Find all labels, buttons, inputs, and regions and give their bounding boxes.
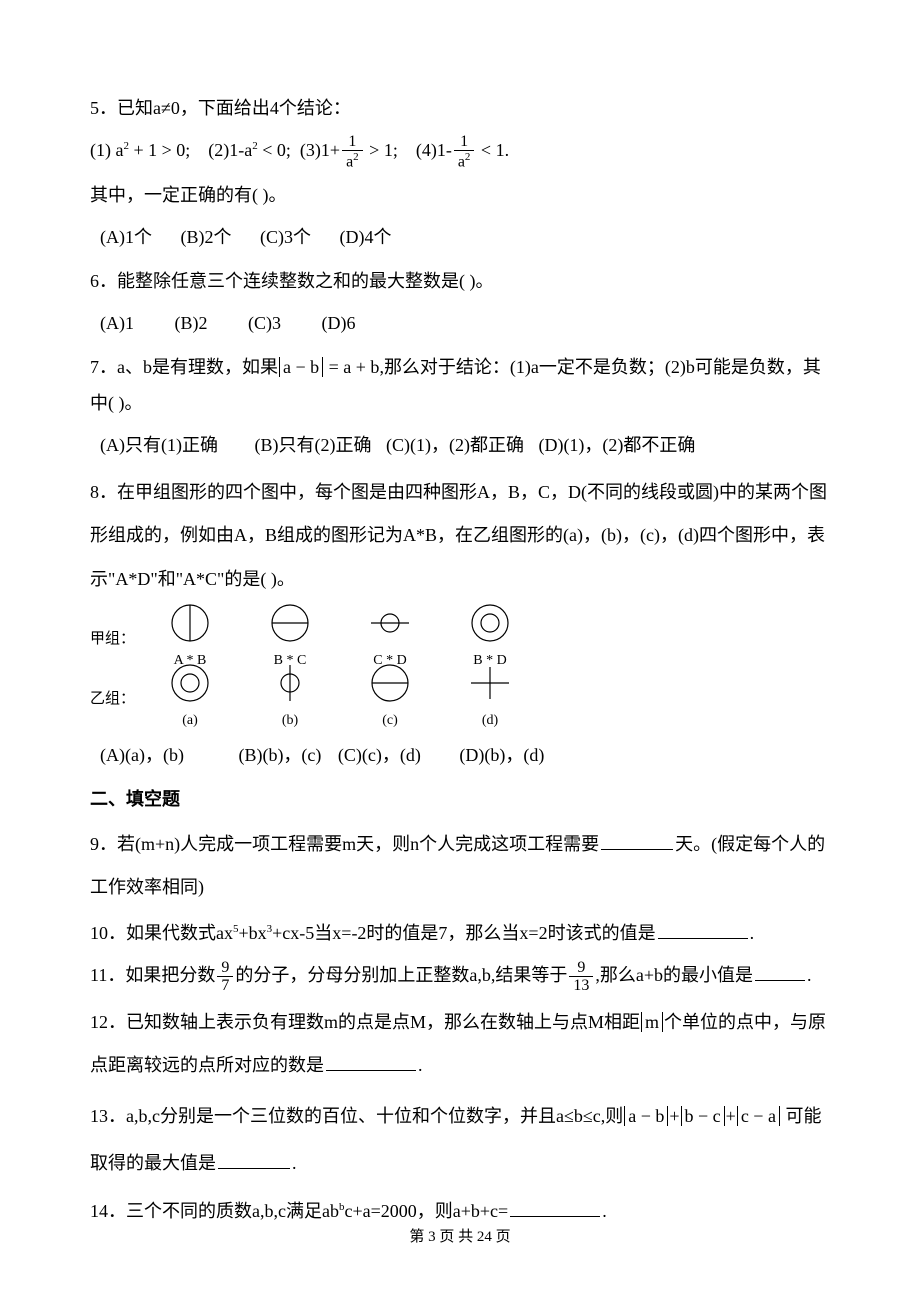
diagram-yi-c-icon bbox=[365, 663, 415, 703]
q12: 12．已知数轴上表示负有理数m的点是点M，那么在数轴上与点M相距m个单位的点中，… bbox=[90, 1001, 830, 1087]
q11-end: . bbox=[807, 965, 812, 985]
q14-end: . bbox=[602, 1201, 607, 1221]
diagram-cd-icon bbox=[365, 603, 415, 643]
q11-a: 11．如果把分数 bbox=[90, 965, 215, 985]
q5-options: (A)1个 (B)2个 (C)3个 (D)4个 bbox=[100, 219, 830, 255]
q5-opt-b: (B)2个 bbox=[181, 227, 232, 247]
q11-c: ,那么a+b的最小值是 bbox=[595, 965, 753, 985]
q12-blank bbox=[326, 1053, 416, 1071]
q8-diagrams: 甲组： A * B B * C C * D bbox=[90, 609, 830, 729]
q12-end: . bbox=[418, 1055, 423, 1075]
q13-p2: + bbox=[726, 1106, 736, 1126]
q9-a: 9．若(m+n)人完成一项工程需要m天，则n个人完成这项工程需要 bbox=[90, 834, 599, 854]
diagram-yi-d-icon bbox=[465, 663, 515, 703]
q14-a: 14．三个不同的质数a,b,c满足ab bbox=[90, 1201, 339, 1221]
q13: 13．a,b,c分别是一个三位数的百位、十位和个位数字，并且a≤b≤c,则a −… bbox=[90, 1093, 830, 1187]
q7-opt-c: (C)(1)，(2)都正确 bbox=[386, 435, 524, 455]
q12-abs: m bbox=[641, 1012, 663, 1032]
q8-opt-d: (D)(b)，(d) bbox=[459, 745, 544, 765]
q11-frac2: 913 bbox=[569, 959, 593, 995]
q7-options: (A)只有(1)正确 (B)只有(2)正确 (C)(1)，(2)都正确 (D)(… bbox=[100, 427, 830, 463]
row-label-yi: 乙组： bbox=[90, 684, 140, 714]
q6-opt-b: (B)2 bbox=[175, 313, 208, 333]
q8-row-yi: 乙组： (a) (b) (c) bbox=[90, 669, 830, 729]
q8-options: (A)(a)，(b) (B)(b)，(c) (C)(c)，(d) (D)(b)，… bbox=[100, 737, 830, 773]
q6-opt-d: (D)6 bbox=[322, 313, 356, 333]
yi-c: (c) bbox=[340, 663, 440, 735]
diagram-yi-b-icon bbox=[265, 663, 315, 703]
diagram-bc-icon bbox=[265, 603, 315, 643]
q6-opt-a: (A)1 bbox=[100, 313, 134, 333]
yi-b-label: (b) bbox=[282, 707, 298, 735]
q8-opt-a: (A)(a)，(b) bbox=[100, 745, 184, 765]
q7-opt-a: (A)只有(1)正确 bbox=[100, 435, 218, 455]
q7-stem: 7．a、b是有理数，如果a − b = a + b,那么对于结论：(1)a一定不… bbox=[90, 349, 830, 421]
q11-blank bbox=[755, 963, 805, 981]
q12-a: 12．已知数轴上表示负有理数m的点是点M，那么在数轴上与点M相距 bbox=[90, 1012, 640, 1032]
q5-opt-d: (D)4个 bbox=[340, 227, 392, 247]
yi-d-label: (d) bbox=[482, 707, 498, 735]
q13-end: . bbox=[292, 1153, 297, 1173]
page-footer: 第 3 页 共 24 页 bbox=[0, 1222, 920, 1252]
q9-blank bbox=[601, 832, 673, 850]
q5-items: (1) a2 + 1 > 0; (2)1-a2 < 0; (3)1+1a2 > … bbox=[90, 132, 830, 171]
q14-b: c+a=2000，则a+b+c= bbox=[344, 1201, 508, 1221]
q10-c: +cx-5当x=-2时的值是7，那么当x=2时该式的值是 bbox=[272, 923, 655, 943]
abs-expr: a − b bbox=[279, 357, 323, 377]
q11-frac1: 97 bbox=[217, 959, 233, 995]
q6-stem: 6．能整除任意三个连续整数之和的最大整数是( )。 bbox=[90, 263, 830, 299]
q8-row-jia: 甲组： A * B B * C C * D bbox=[90, 609, 830, 669]
q7-stem-a: 7．a、b是有理数，如果 bbox=[90, 357, 278, 377]
q7-opt-d: (D)(1)，(2)都不正确 bbox=[538, 435, 695, 455]
yi-a: (a) bbox=[140, 663, 240, 735]
q10: 10．如果代数式ax5+bx3+cx-5当x=-2时的值是7，那么当x=2时该式… bbox=[90, 915, 830, 951]
q6-opt-c: (C)3 bbox=[248, 313, 281, 333]
q11-b: 的分子，分母分别加上正整数a,b,结果等于 bbox=[235, 965, 567, 985]
diagram-bd-icon bbox=[465, 603, 515, 643]
q6-options: (A)1 (B)2 (C)3 (D)6 bbox=[100, 305, 830, 341]
yi-b: (b) bbox=[240, 663, 340, 735]
q8-stem: 8．在甲组图形的四个图中，每个图是由四种图形A，B，C，D(不同的线段或圆)中的… bbox=[90, 471, 830, 601]
q13-blank bbox=[218, 1151, 290, 1169]
q8-opt-b: (B)(b)，(c) bbox=[238, 745, 321, 765]
q11: 11．如果把分数97的分子，分母分别加上正整数a,b,结果等于913,那么a+b… bbox=[90, 957, 830, 995]
q13-a: 13．a,b,c分别是一个三位数的百位、十位和个位数字，并且a≤b≤c,则 bbox=[90, 1106, 623, 1126]
q5-conclusion: 其中，一定正确的有( )。 bbox=[90, 177, 830, 213]
q5-stem: 5．已知a≠0，下面给出4个结论： bbox=[90, 90, 830, 126]
yi-d: (d) bbox=[440, 663, 540, 735]
q13-p1: + bbox=[669, 1106, 679, 1126]
q5-opt-c: (C)3个 bbox=[260, 227, 311, 247]
q13-abs3: c − a bbox=[737, 1106, 780, 1126]
yi-c-label: (c) bbox=[382, 707, 398, 735]
diagram-yi-a-icon bbox=[165, 663, 215, 703]
yi-a-label: (a) bbox=[182, 707, 198, 735]
q7-opt-b: (B)只有(2)正确 bbox=[254, 435, 371, 455]
q13-abs2: b − c bbox=[681, 1106, 725, 1126]
q10-blank bbox=[658, 921, 748, 939]
q10-end: . bbox=[750, 923, 755, 943]
section-2-title: 二、填空题 bbox=[90, 781, 830, 817]
q8-opt-c: (C)(c)，(d) bbox=[338, 745, 421, 765]
q14-blank bbox=[510, 1199, 600, 1217]
q10-a: 10．如果代数式ax bbox=[90, 923, 233, 943]
q13-abs1: a − b bbox=[624, 1106, 668, 1126]
q10-b: +bx bbox=[239, 923, 267, 943]
diagram-ab-icon bbox=[165, 603, 215, 643]
q9: 9．若(m+n)人完成一项工程需要m天，则n个人完成这项工程需要天。(假定每个人… bbox=[90, 823, 830, 909]
q5-opt-a: (A)1个 bbox=[100, 227, 152, 247]
row-label-jia: 甲组： bbox=[90, 624, 140, 654]
